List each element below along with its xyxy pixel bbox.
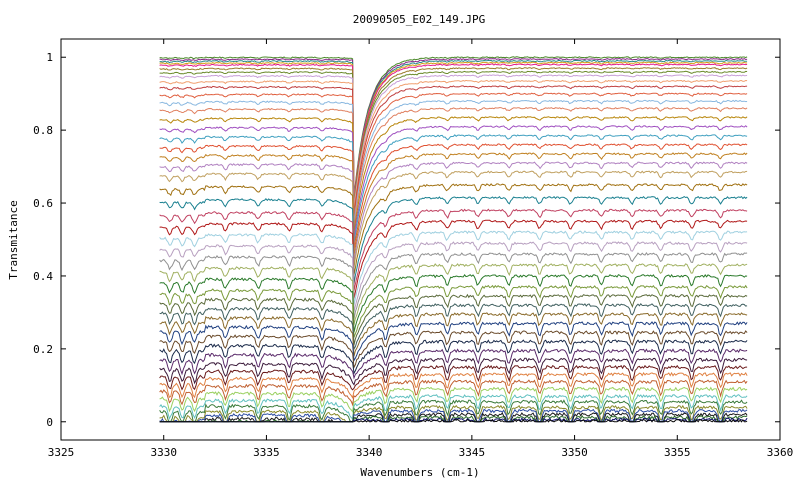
spectrum-line: [159, 183, 748, 275]
spectrum-line: [159, 393, 748, 421]
spectrum-line: [159, 56, 748, 197]
x-axis-ticks: 3325 3330 3335 3340 3345 3350 3355 3360: [48, 39, 794, 459]
spectrum-line: [159, 303, 748, 351]
spectrum-line: [159, 63, 748, 202]
y-tick-label: 0.6: [33, 197, 53, 210]
x-axis-label: Wavenumbers (cm-1): [360, 466, 479, 479]
spectrum-line: [159, 195, 748, 284]
spectrum-line: [159, 170, 748, 268]
x-tick-label: 3340: [356, 446, 383, 459]
spectrum-line: [159, 152, 748, 257]
spectrum-line: [159, 386, 748, 413]
spectrum-line: [159, 134, 748, 246]
spectrum-line: [159, 274, 748, 333]
spectrum-line: [159, 70, 748, 207]
x-tick-label: 3330: [150, 446, 177, 459]
spectrum-line: [159, 312, 748, 357]
spectrum-line: [159, 99, 748, 225]
spectrum-line: [159, 208, 748, 291]
spectrum-line: [159, 143, 748, 252]
spectrum-line: [159, 230, 748, 306]
spectrum-line: [159, 399, 748, 423]
x-tick-label: 3350: [561, 446, 588, 459]
y-tick-label: 1: [46, 51, 53, 64]
spectrum-line: [159, 58, 748, 199]
chart-title: 20090505_E02_149.JPG: [353, 13, 485, 26]
y-tick-label: 0.4: [33, 270, 53, 283]
x-tick-label: 3325: [48, 446, 75, 459]
spectrum-line: [159, 219, 748, 299]
spectrum-line: [159, 364, 748, 391]
y-tick-label: 0.8: [33, 124, 53, 137]
spectrum-line: [159, 125, 748, 240]
spectrum-line: [159, 107, 748, 229]
spectrum-line: [159, 339, 748, 375]
spectrum-line: [159, 92, 748, 220]
spectrum-line: [159, 418, 748, 423]
spectrum-line: [159, 348, 748, 380]
spectrum-line: [159, 330, 748, 370]
plot-frame: [60, 38, 781, 441]
spectrum-line: [159, 61, 748, 201]
spectrum-line: [159, 59, 748, 200]
spectrum-line: [159, 263, 748, 325]
y-axis-label: Transmitance: [7, 200, 20, 279]
spectrum-line: [159, 321, 748, 362]
x-tick-label: 3345: [459, 446, 486, 459]
y-axis-ticks: 0 0.2 0.4 0.6 0.8 1: [33, 51, 780, 429]
spectrum-line: [159, 357, 748, 386]
y-tick-label: 0: [46, 416, 53, 429]
spectrum-line: [159, 379, 748, 407]
x-tick-label: 3360: [767, 446, 794, 459]
spectrum-line: [159, 116, 748, 235]
spectrum-line: [159, 371, 748, 400]
spectrum-line: [159, 252, 748, 320]
spectrum-line: [159, 293, 748, 346]
spectrum-line: [159, 74, 748, 208]
spectrum-line: [159, 161, 748, 262]
x-tick-label: 3355: [664, 446, 691, 459]
spectrum-line: [159, 284, 748, 338]
spectrum-line: [159, 241, 748, 312]
x-tick-label: 3335: [253, 446, 280, 459]
series-layer: [159, 56, 748, 423]
spectrum-line: [159, 79, 748, 212]
spectrum-line: [159, 67, 748, 204]
y-tick-label: 0.2: [33, 343, 53, 356]
spectrum-line: [159, 85, 748, 215]
